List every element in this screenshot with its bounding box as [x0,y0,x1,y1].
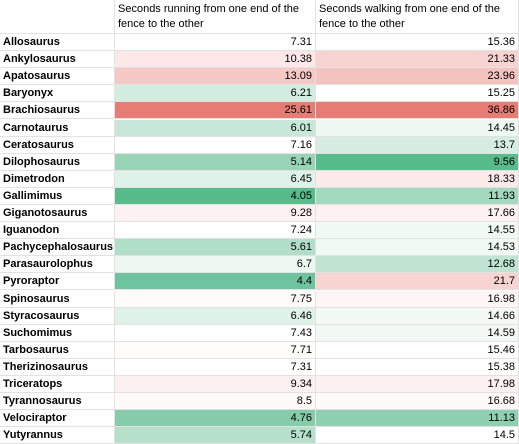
walking-seconds-cell[interactable]: 16.98 [316,291,519,308]
walking-seconds-cell[interactable]: 18.33 [316,171,519,188]
dinosaur-name-cell[interactable]: Tyrannosaurus [0,393,115,410]
running-seconds-cell[interactable]: 7.31 [115,34,316,51]
walking-seconds-cell[interactable]: 14.45 [316,120,519,137]
running-seconds-cell[interactable]: 5.14 [115,154,316,171]
dinosaur-name-cell[interactable]: Velociraptor [0,410,115,427]
dinosaur-name-cell[interactable]: Pyroraptor [0,273,115,290]
walking-seconds-cell[interactable]: 14.55 [316,222,519,239]
walking-seconds-cell[interactable]: 23.96 [316,68,519,85]
running-seconds-cell[interactable]: 6.46 [115,308,316,325]
walking-seconds-cell[interactable]: 15.38 [316,359,519,376]
walking-seconds-cell[interactable]: 21.7 [316,273,519,290]
walking-seconds-cell[interactable]: 12.68 [316,256,519,273]
running-seconds-cell[interactable]: 9.34 [115,376,316,393]
walking-seconds-cell[interactable]: 11.93 [316,188,519,205]
dinosaur-name-cell[interactable]: Pachycephalosaurus [0,239,115,256]
dinosaur-name-cell[interactable]: Triceratops [0,376,115,393]
running-seconds-cell[interactable]: 25.61 [115,102,316,119]
walking-seconds-cell[interactable]: 14.66 [316,308,519,325]
walking-seconds-cell[interactable]: 17.66 [316,205,519,222]
header-walking-cell[interactable]: Seconds walking from one end of the fenc… [316,0,519,34]
dinosaur-name-cell[interactable]: Gallimimus [0,188,115,205]
running-seconds-cell[interactable]: 4.05 [115,188,316,205]
walking-seconds-cell[interactable]: 9.56 [316,154,519,171]
walking-seconds-cell[interactable]: 21.33 [316,51,519,68]
walking-seconds-cell[interactable]: 16.68 [316,393,519,410]
running-seconds-cell[interactable]: 5.74 [115,427,316,444]
running-seconds-cell[interactable]: 6.21 [115,85,316,102]
walking-seconds-cell[interactable]: 15.36 [316,34,519,51]
dinosaur-name-cell[interactable]: Apatosaurus [0,68,115,85]
running-seconds-cell[interactable]: 10.38 [115,51,316,68]
dinosaur-name-cell[interactable]: Carnotaurus [0,120,115,137]
dinosaur-name-cell[interactable]: Brachiosaurus [0,102,115,119]
walking-seconds-cell[interactable]: 13.7 [316,137,519,154]
running-seconds-cell[interactable]: 6.7 [115,256,316,273]
dinosaur-name-cell[interactable]: Giganotosaurus [0,205,115,222]
running-seconds-cell[interactable]: 7.31 [115,359,316,376]
walking-seconds-cell[interactable]: 15.25 [316,85,519,102]
header-name-cell[interactable] [0,0,115,34]
walking-seconds-cell[interactable]: 11.13 [316,410,519,427]
walking-seconds-cell[interactable]: 17.98 [316,376,519,393]
walking-seconds-cell[interactable]: 15.46 [316,342,519,359]
dinosaur-name-cell[interactable]: Therizinosaurus [0,359,115,376]
running-seconds-cell[interactable]: 7.71 [115,342,316,359]
running-seconds-cell[interactable]: 7.75 [115,291,316,308]
dinosaur-name-cell[interactable]: Dimetrodon [0,171,115,188]
dinosaur-name-cell[interactable]: Dilophosaurus [0,154,115,171]
running-seconds-cell[interactable]: 7.24 [115,222,316,239]
running-seconds-cell[interactable]: 6.45 [115,171,316,188]
running-seconds-cell[interactable]: 5.61 [115,239,316,256]
dinosaur-name-cell[interactable]: Tarbosaurus [0,342,115,359]
dinosaur-name-cell[interactable]: Ankylosaurus [0,51,115,68]
running-seconds-cell[interactable]: 9.28 [115,205,316,222]
walking-seconds-cell[interactable]: 36.86 [316,102,519,119]
running-seconds-cell[interactable]: 4.76 [115,410,316,427]
header-running-cell[interactable]: Seconds running from one end of the fenc… [115,0,316,34]
dinosaur-name-cell[interactable]: Styracosaurus [0,308,115,325]
walking-seconds-cell[interactable]: 14.59 [316,325,519,342]
dinosaur-name-cell[interactable]: Allosaurus [0,34,115,51]
dinosaur-name-cell[interactable]: Ceratosaurus [0,137,115,154]
running-seconds-cell[interactable]: 7.16 [115,137,316,154]
running-seconds-cell[interactable]: 8.5 [115,393,316,410]
dinosaur-name-cell[interactable]: Suchomimus [0,325,115,342]
dinosaur-name-cell[interactable]: Iguanodon [0,222,115,239]
dinosaur-name-cell[interactable]: Yutyrannus [0,427,115,444]
dinosaur-name-cell[interactable]: Spinosaurus [0,291,115,308]
dinosaur-name-cell[interactable]: Baryonyx [0,85,115,102]
running-seconds-cell[interactable]: 13.09 [115,68,316,85]
running-seconds-cell[interactable]: 7.43 [115,325,316,342]
walking-seconds-cell[interactable]: 14.53 [316,239,519,256]
walking-seconds-cell[interactable]: 14.5 [316,427,519,444]
running-seconds-cell[interactable]: 4.4 [115,273,316,290]
dinosaur-name-cell[interactable]: Parasaurolophus [0,256,115,273]
running-seconds-cell[interactable]: 6.01 [115,120,316,137]
